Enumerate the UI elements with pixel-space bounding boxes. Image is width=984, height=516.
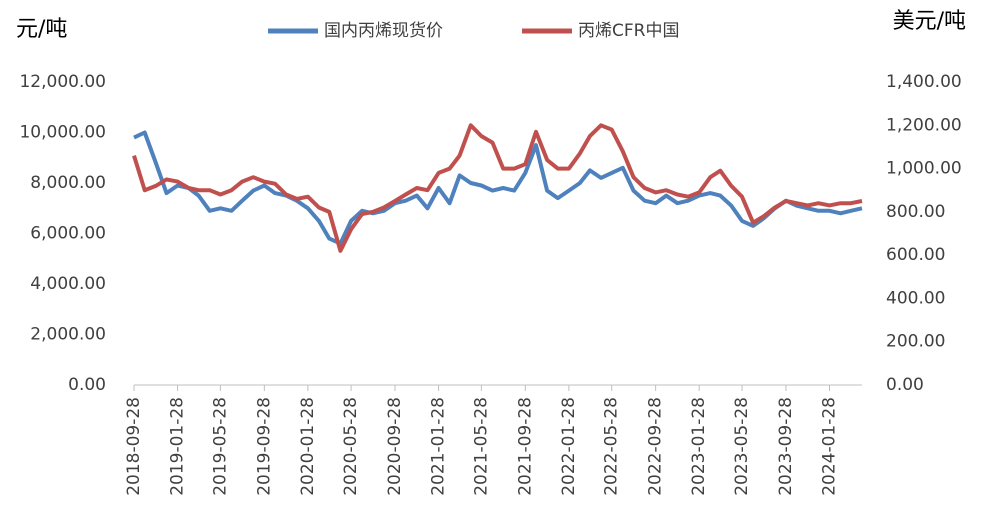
y-tick-label: 0.00 <box>68 375 106 395</box>
x-tick-label: 2019-05-28 <box>210 397 230 496</box>
y2-axis-label: 美元/吨 <box>893 9 966 34</box>
x-tick-label: 2021-05-28 <box>471 397 491 496</box>
x-tick-label: 2022-05-28 <box>602 397 622 496</box>
x-tick-label: 2023-05-28 <box>732 397 752 496</box>
x-tick-label: 2022-01-28 <box>559 397 579 496</box>
series-line <box>132 123 863 253</box>
y2-tick-label: 1,200.00 <box>886 115 962 135</box>
y2-tick-label: 200.00 <box>886 332 945 352</box>
y-tick-label: 2,000.00 <box>30 325 106 345</box>
x-tick-label: 2022-09-28 <box>646 397 666 496</box>
y-tick-label: 12,000.00 <box>19 72 106 92</box>
x-tick-label: 2021-01-28 <box>429 397 449 496</box>
x-tick-label: 2019-01-28 <box>168 397 188 496</box>
x-tick-label: 2023-01-28 <box>689 397 709 496</box>
x-tick-label: 2021-09-28 <box>515 397 535 496</box>
x-tick-label: 2020-09-28 <box>385 397 405 496</box>
y-axis-label: 元/吨 <box>16 17 67 42</box>
y-tick-label: 8,000.00 <box>30 173 106 193</box>
y2-tick-label: 0.00 <box>886 375 924 395</box>
x-tick-label: 2020-01-28 <box>298 397 318 496</box>
y-tick-label: 6,000.00 <box>30 224 106 244</box>
series-line <box>133 130 863 246</box>
x-tick-label: 2020-05-28 <box>341 397 361 496</box>
x-tick-label: 2024-01-28 <box>820 397 840 496</box>
legend-label: 国内丙烯现货价 <box>324 21 443 41</box>
x-tick-label: 2018-09-28 <box>124 397 144 496</box>
y-tick-label: 10,000.00 <box>19 123 106 143</box>
y-tick-label: 4,000.00 <box>30 274 106 294</box>
y2-tick-label: 1,400.00 <box>886 72 962 92</box>
x-tick-label: 2019-09-28 <box>254 397 274 496</box>
y2-tick-label: 1,000.00 <box>886 159 962 179</box>
legend-label: 丙烯CFR中国 <box>578 21 679 41</box>
y2-tick-label: 400.00 <box>886 288 945 308</box>
y2-tick-label: 600.00 <box>886 245 945 265</box>
y2-tick-label: 800.00 <box>886 202 945 222</box>
x-tick-label: 2023-09-28 <box>776 397 796 496</box>
